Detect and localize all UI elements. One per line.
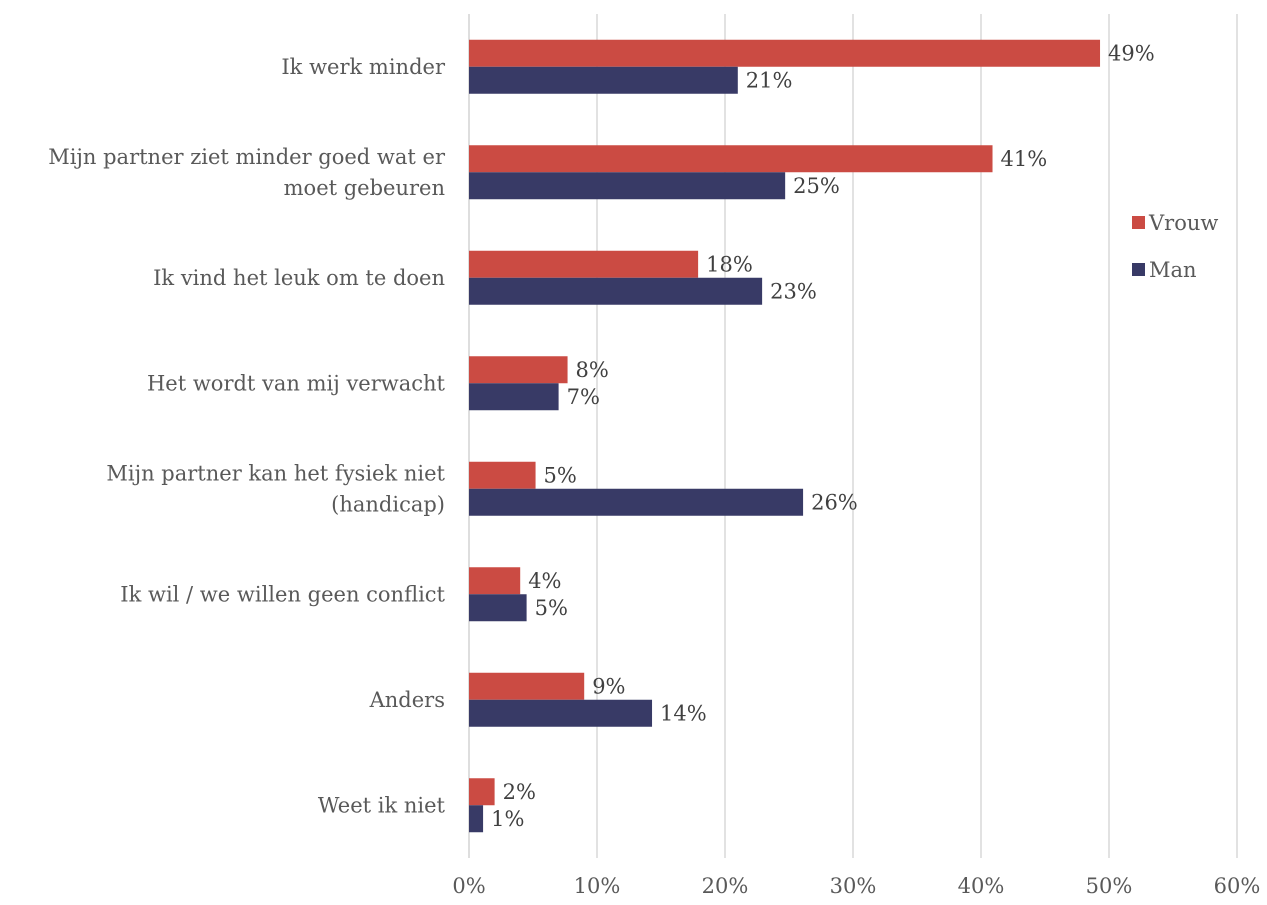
category-label: Weet ik niet: [318, 793, 446, 817]
data-label-man: 14%: [660, 701, 707, 725]
bar-vrouw: [469, 672, 585, 700]
legend-swatch-vrouw: [1132, 216, 1145, 229]
category-label: Mijn partner ziet minder goed wat er: [48, 145, 446, 169]
data-label-vrouw: 8%: [576, 358, 609, 382]
bar-man: [469, 66, 738, 94]
data-label-vrouw: 49%: [1108, 41, 1155, 65]
bars: [469, 39, 1101, 833]
data-labels: 49% 21% 41% 25% 18% 23% 8% 7% 5% 26% 4% 5% 9% 14% 2% 1%: [491, 41, 1155, 831]
x-tick-label: 60%: [1214, 874, 1261, 898]
category-label: Ik wil / we willen geen conflict: [120, 582, 445, 606]
data-label-vrouw: 9%: [592, 674, 625, 698]
x-tick-label: 20%: [702, 874, 749, 898]
legend-label-man: Man: [1149, 258, 1197, 282]
bar-man: [469, 594, 527, 622]
bar-vrouw: [469, 778, 495, 806]
bar-vrouw: [469, 356, 568, 384]
category-label: Mijn partner kan het fysiek niet: [106, 461, 445, 485]
data-label-vrouw: 18%: [706, 252, 753, 276]
category-label: Het wordt van mij verwacht: [147, 371, 446, 395]
category-label: Ik vind het leuk om te doen: [153, 266, 445, 290]
data-label-vrouw: 5%: [544, 463, 577, 487]
x-axis-tick-labels: 0% 10% 20% 30% 40% 50% 60%: [452, 874, 1260, 898]
bar-man: [469, 488, 804, 516]
data-label-vrouw: 2%: [503, 780, 536, 804]
bar-man: [469, 805, 484, 833]
category-label: (handicap): [331, 492, 445, 516]
data-label-man: 21%: [746, 68, 793, 92]
bar-man: [469, 172, 786, 200]
x-tick-label: 10%: [574, 874, 621, 898]
data-label-man: 1%: [491, 807, 524, 831]
legend: Vrouw Man: [1132, 211, 1218, 282]
data-label-man: 5%: [535, 596, 568, 620]
data-label-man: 26%: [811, 490, 858, 514]
gridlines: [468, 14, 1238, 858]
bar-vrouw: [469, 250, 699, 278]
data-label-man: 25%: [793, 174, 840, 198]
legend-label-vrouw: Vrouw: [1148, 211, 1218, 235]
bar-man: [469, 277, 763, 305]
bar-man: [469, 383, 559, 411]
data-label-man: 7%: [567, 385, 600, 409]
data-label-man: 23%: [770, 279, 817, 303]
category-label: Anders: [369, 688, 445, 712]
bar-man: [469, 699, 653, 727]
bar-vrouw: [469, 145, 993, 173]
x-tick-label: 0%: [452, 874, 485, 898]
data-label-vrouw: 41%: [1001, 147, 1048, 171]
x-tick-label: 50%: [1086, 874, 1133, 898]
bar-vrouw: [469, 461, 536, 489]
legend-swatch-man: [1132, 263, 1145, 276]
data-label-vrouw: 4%: [528, 569, 561, 593]
category-label: moet gebeuren: [284, 176, 445, 200]
bar-vrouw: [469, 39, 1101, 67]
category-label: Ik werk minder: [281, 55, 446, 79]
bar-vrouw: [469, 567, 521, 595]
x-tick-label: 30%: [830, 874, 877, 898]
category-labels: Ik werk minder Mijn partner ziet minder g…: [48, 55, 446, 818]
x-tick-label: 40%: [958, 874, 1005, 898]
